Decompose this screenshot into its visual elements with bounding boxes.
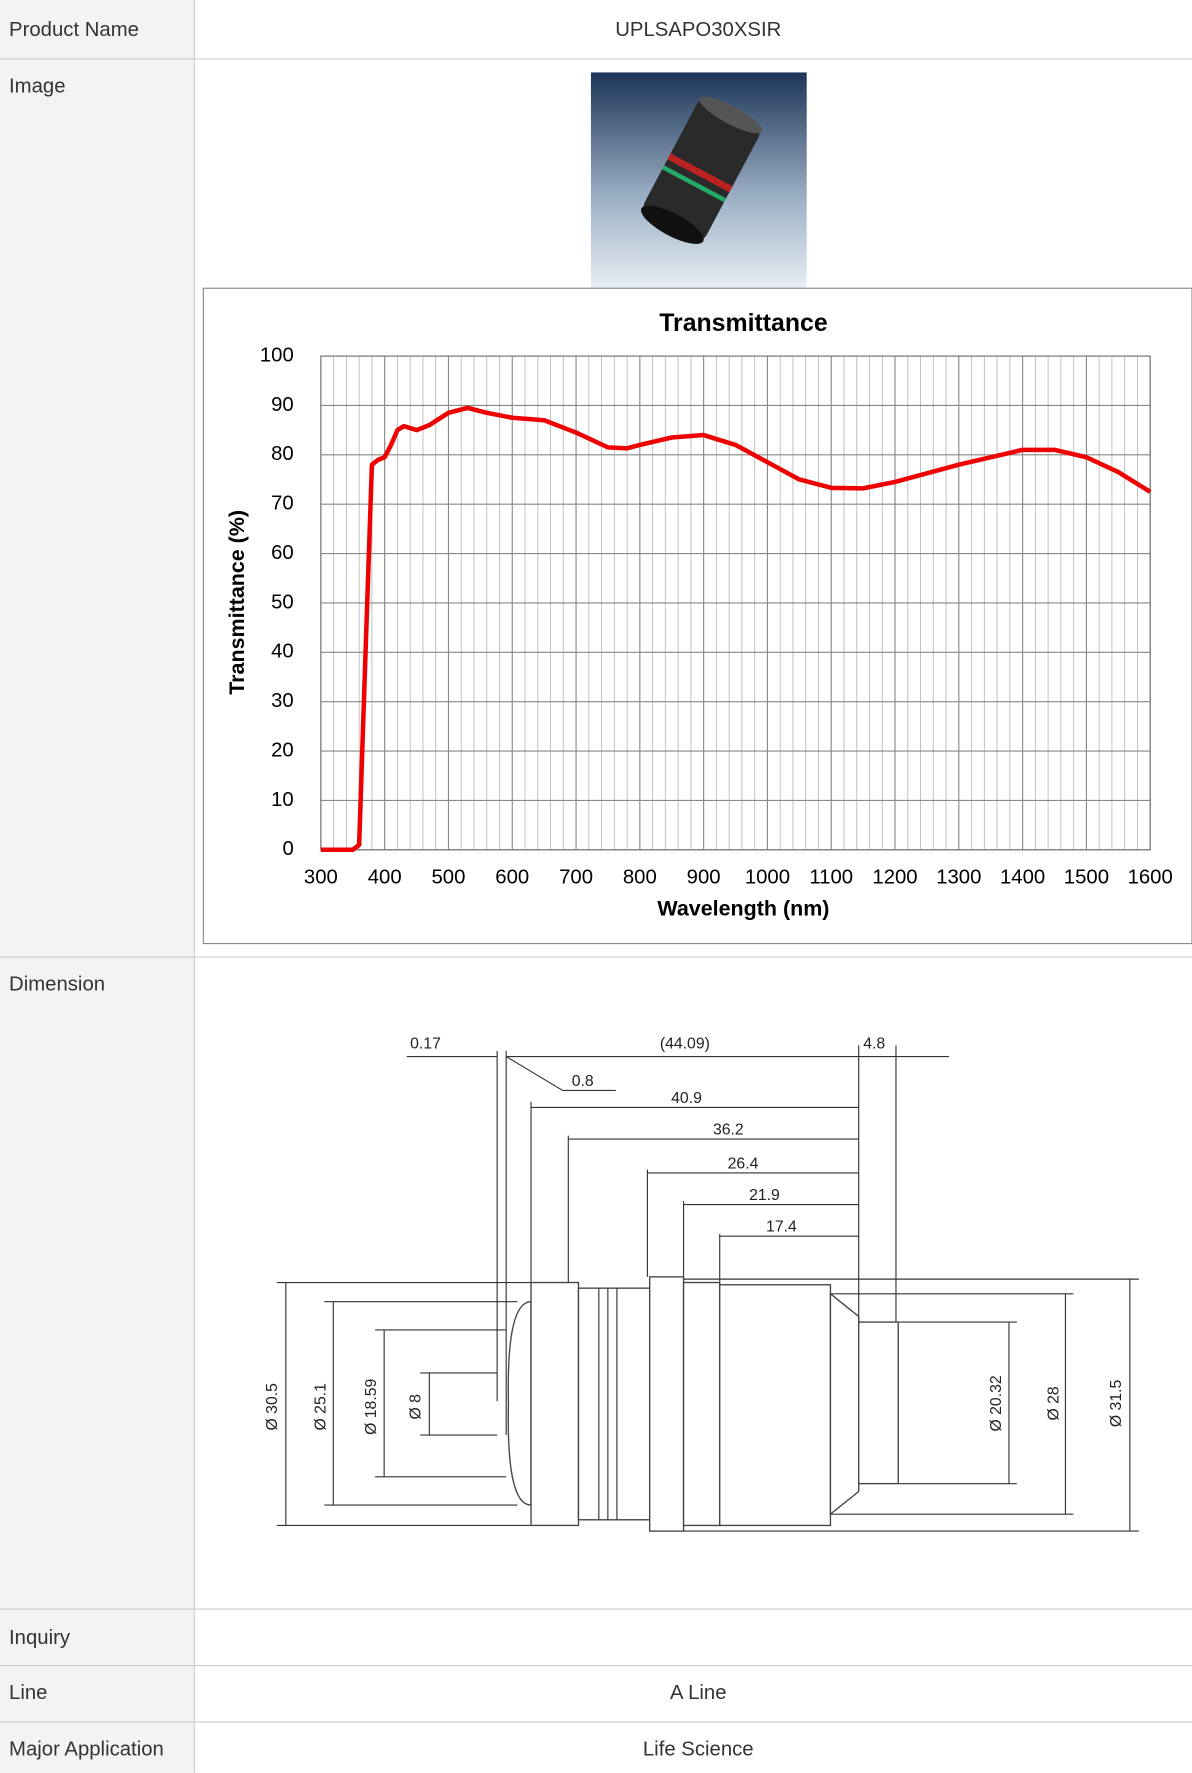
y-tick-label: 100	[260, 344, 294, 366]
dimension-label: 0.8	[572, 1073, 594, 1090]
row-label: Dimension	[9, 974, 105, 996]
data-line	[320, 405, 1152, 853]
row-label: Inquiry	[9, 1627, 71, 1649]
dimension-label: 4.8	[863, 1036, 885, 1053]
product-image	[590, 72, 807, 289]
dimension-label: Ø 8	[407, 1394, 424, 1420]
dimension-label: Ø 20.32	[988, 1375, 1005, 1431]
dimension-drawing: 0.17 (44.09) 4.8 0.8 40.9 36.2 26.4 21.9…	[264, 1036, 1139, 1532]
y-tick-label: 60	[271, 542, 294, 564]
dimension-label: Ø 25.1	[312, 1383, 329, 1431]
x-tick-label: 500	[432, 866, 466, 888]
x-tick-label: 300	[304, 866, 338, 888]
x-tick-label: 1400	[1000, 866, 1045, 888]
x-axis-label: Wavelength (nm)	[657, 896, 829, 920]
x-tick-label: 1600	[1128, 866, 1173, 888]
row-value: A Line	[670, 1682, 727, 1704]
row-label: Major Application	[9, 1739, 164, 1761]
dimension-label: 21.9	[749, 1187, 780, 1204]
row-label: Image	[9, 76, 66, 98]
dimension-label: Ø 30.5	[264, 1383, 281, 1431]
row-value: UPLSAPO30XSIR	[615, 19, 781, 41]
dimension-label: (44.09)	[660, 1036, 710, 1053]
y-tick-label: 10	[271, 789, 294, 811]
dimension-label: Ø 28	[1046, 1386, 1063, 1420]
y-tick-label: 30	[271, 690, 294, 712]
chart: Transmittance Wavelength (nm) Transmitta…	[202, 287, 1192, 945]
x-tick-label: 1500	[1064, 866, 1109, 888]
row-label: Line	[9, 1682, 47, 1704]
dimension-label: 17.4	[766, 1219, 797, 1236]
plot-area	[320, 355, 1151, 851]
dimension-label: Ø 18.59	[363, 1378, 380, 1434]
y-tick-label: 20	[271, 739, 294, 761]
chart-frame	[202, 287, 1192, 945]
x-tick-label: 800	[623, 866, 657, 888]
dimension-label: 26.4	[728, 1155, 759, 1172]
dimension-label: Ø 31.5	[1108, 1379, 1125, 1427]
x-tick-label: 1200	[872, 866, 917, 888]
y-axis-label: Transmittance (%)	[225, 510, 249, 695]
y-tick-label: 70	[271, 493, 294, 515]
dimension-label: 36.2	[713, 1122, 744, 1139]
x-tick-label: 400	[368, 866, 402, 888]
y-tick-label: 90	[271, 394, 294, 416]
y-tick-label: 40	[271, 641, 294, 663]
y-tick-label: 50	[271, 591, 294, 613]
y-tick-label: 80	[271, 443, 294, 465]
x-tick-label: 600	[495, 866, 529, 888]
y-tick-label: 0	[282, 838, 293, 860]
x-tick-label: 1000	[745, 866, 790, 888]
dimension-label: 40.9	[671, 1090, 702, 1107]
label-column	[0, 0, 195, 1773]
x-tick-label: 700	[559, 866, 593, 888]
x-tick-label: 1300	[936, 866, 981, 888]
row-label: Product Name	[9, 19, 139, 41]
x-tick-label: 900	[687, 866, 721, 888]
chart-title: Transmittance	[659, 310, 827, 337]
x-tick-label: 1100	[809, 866, 853, 888]
dimension-label: 0.17	[410, 1036, 441, 1053]
row-value: Life Science	[643, 1739, 754, 1761]
